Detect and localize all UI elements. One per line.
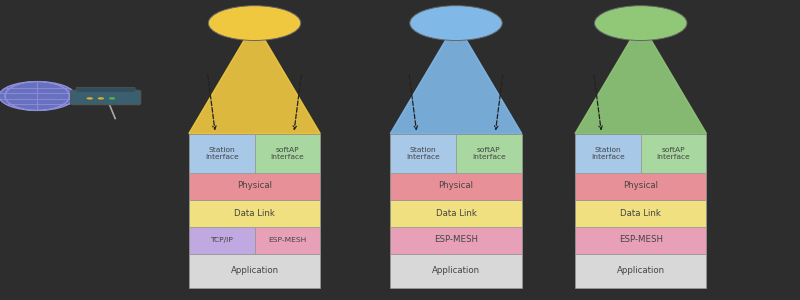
Circle shape	[410, 6, 502, 41]
Bar	[575, 226, 706, 254]
Bar	[390, 134, 456, 172]
Bar	[189, 134, 254, 172]
Text: Station
Interface: Station Interface	[591, 146, 625, 160]
Text: softAP
Interface: softAP Interface	[270, 146, 304, 160]
Bar	[456, 134, 522, 172]
Bar	[390, 226, 522, 254]
Text: Physical: Physical	[438, 182, 474, 190]
Text: Application: Application	[617, 266, 665, 275]
Text: Application: Application	[432, 266, 480, 275]
Text: Station
Interface: Station Interface	[205, 146, 238, 160]
Text: Application: Application	[230, 266, 278, 275]
Bar	[189, 254, 320, 288]
Text: ESP-MESH: ESP-MESH	[618, 236, 662, 244]
Text: Physical: Physical	[237, 182, 272, 190]
Text: Data Link: Data Link	[435, 208, 477, 217]
Polygon shape	[390, 36, 522, 134]
Bar	[254, 226, 320, 254]
Circle shape	[86, 97, 93, 100]
Circle shape	[0, 82, 75, 110]
Bar	[575, 200, 706, 226]
FancyBboxPatch shape	[76, 87, 135, 92]
Bar	[390, 172, 522, 200]
Polygon shape	[189, 36, 320, 134]
Bar	[189, 172, 320, 200]
Polygon shape	[575, 36, 706, 134]
Text: Physical: Physical	[623, 182, 658, 190]
Bar	[189, 200, 320, 226]
Circle shape	[208, 6, 301, 41]
Text: softAP
Interface: softAP Interface	[472, 146, 506, 160]
Circle shape	[98, 97, 104, 100]
Bar	[189, 226, 254, 254]
Text: Station
Interface: Station Interface	[406, 146, 440, 160]
Circle shape	[109, 97, 115, 100]
Bar	[575, 134, 641, 172]
Text: Data Link: Data Link	[620, 208, 661, 217]
Bar	[641, 134, 706, 172]
Bar	[575, 254, 706, 288]
Bar	[254, 134, 320, 172]
Bar	[575, 172, 706, 200]
Bar	[390, 200, 522, 226]
Text: softAP
Interface: softAP Interface	[657, 146, 690, 160]
Text: ESP-MESH: ESP-MESH	[268, 237, 306, 243]
Circle shape	[594, 6, 687, 41]
Text: ESP-MESH: ESP-MESH	[434, 236, 478, 244]
Text: TCP/IP: TCP/IP	[210, 237, 233, 243]
Text: Data Link: Data Link	[234, 208, 275, 217]
FancyBboxPatch shape	[70, 90, 141, 105]
Bar	[390, 254, 522, 288]
